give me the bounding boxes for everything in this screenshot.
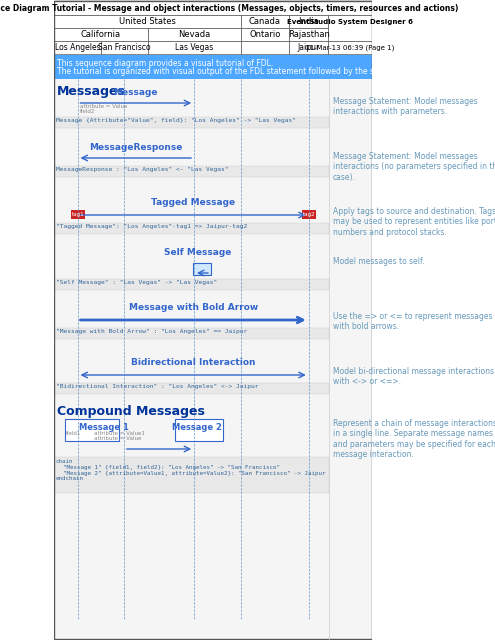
Text: Jaipur: Jaipur [297,43,320,52]
Text: Message 2: Message 2 [172,423,222,432]
Bar [148,28,241,41]
Bar [290,41,328,54]
Bar [328,41,372,54]
Bar [193,263,211,275]
Text: San Francisco: San Francisco [98,43,150,52]
Text: This sequence diagram provides a visual tutorial of FDL.: This sequence diagram provides a visual … [57,59,273,68]
Text: MessageResponse : "Los Angeles" <- "Las Vegas": MessageResponse : "Los Angeles" <- "Las … [56,167,228,172]
Text: Compound Messages: Compound Messages [57,405,205,418]
Bar [54,383,329,394]
Bar [328,15,372,41]
Text: Use the => or <= to represent messages
with bold arrows.: Use the => or <= to represent messages w… [333,312,492,332]
Text: Model bi-directional message interactions
with <-> or <=>.: Model bi-directional message interaction… [333,367,494,387]
Text: Message: Message [113,88,158,97]
Text: "Bidirectional Interaction" : "Los Angeles" <-> Jaipur: "Bidirectional Interaction" : "Los Angel… [56,384,258,389]
Text: India: India [298,17,319,26]
Text: Rajasthan: Rajasthan [288,30,330,39]
Text: attribute = Value: attribute = Value [94,436,141,441]
Text: Self Message: Self Message [164,248,231,257]
Bar [54,79,372,639]
Text: Canada: Canada [249,17,281,26]
Bar [71,210,85,219]
Text: The tutorial is organized with visual output of the FDL statement followed by th: The tutorial is organized with visual ou… [57,67,412,76]
Text: field1: field1 [66,431,81,436]
Text: MessageResponse: MessageResponse [89,143,183,152]
Bar [54,279,329,290]
Text: "Message with Bold Arrow" : "Los Angeles" == Jaipur: "Message with Bold Arrow" : "Los Angeles… [56,329,247,334]
Bar [65,419,119,441]
Text: Model messages to self.: Model messages to self. [333,257,424,266]
Text: Apply tags to source and destination. Tags
may be used to represent entities lik: Apply tags to source and destination. Ta… [333,207,495,237]
Bar [54,28,148,41]
Text: Messages: Messages [57,85,126,98]
Text: Nevada: Nevada [178,30,210,39]
Bar [302,210,316,219]
Bar [54,457,329,493]
Bar [290,28,328,41]
Text: attribute = Value: attribute = Value [80,104,127,109]
Text: Las Vegas: Las Vegas [175,43,213,52]
Bar [54,1,372,79]
Bar [54,1,372,15]
Bar [148,41,241,54]
Bar [54,223,329,234]
Text: field2: field2 [80,109,95,114]
Text: Sequence Diagram Tutorial - Message and object interactions (Messages, objects, : Sequence Diagram Tutorial - Message and … [0,3,458,13]
Bar [241,15,290,28]
Bar [241,28,290,41]
Text: EventStudio System Designer 6: EventStudio System Designer 6 [287,19,413,24]
Bar [54,328,329,339]
Bar [54,166,329,177]
Bar [54,117,329,128]
Text: 01-Mar-13 06:39 (Page 1): 01-Mar-13 06:39 (Page 1) [305,44,395,51]
Bar [290,15,328,28]
Text: Bidirectional Interaction: Bidirectional Interaction [131,358,255,367]
Text: Message 1: Message 1 [79,423,129,432]
Text: attribute = Value1: attribute = Value1 [94,431,145,436]
Text: chain
  "Message 1" {field1, field2}: "Los Angeles" -> "San Francisco"
  "Messag: chain "Message 1" {field1, field2}: "Los… [56,459,325,481]
Text: tag1: tag1 [72,212,85,217]
Text: Message Statement: Model messages
interactions with parameters.: Message Statement: Model messages intera… [333,97,477,116]
Text: Message {Attribute="Value", field}: "Los Angeles" -> "Las Vegas": Message {Attribute="Value", field}: "Los… [56,118,296,123]
Bar [175,419,223,441]
Bar [54,15,241,28]
Text: Message with Bold Arrow: Message with Bold Arrow [129,303,258,312]
Bar [101,41,148,54]
Text: "Self Message" : "Las Vegas" -> "Las Vegas": "Self Message" : "Las Vegas" -> "Las Veg… [56,280,217,285]
Bar [241,41,290,54]
Text: California: California [81,30,121,39]
Text: tag2: tag2 [303,212,316,217]
Text: Los Angeles: Los Angeles [55,43,100,52]
Text: Ontario: Ontario [249,30,281,39]
Text: Tagged Message: Tagged Message [151,198,235,207]
Text: United States: United States [119,17,176,26]
Text: Message Statement: Model messages
interactions (no parameters specified in this
: Message Statement: Model messages intera… [333,152,495,182]
Text: Represent a chain of message interactions
in a single line. Separate message nam: Represent a chain of message interaction… [333,419,495,460]
Text: "Tagged Message": "Los Angeles"-tag1 => Jaipur-tag2: "Tagged Message": "Los Angeles"-tag1 => … [56,224,247,229]
Bar [54,55,372,79]
Bar [54,41,101,54]
